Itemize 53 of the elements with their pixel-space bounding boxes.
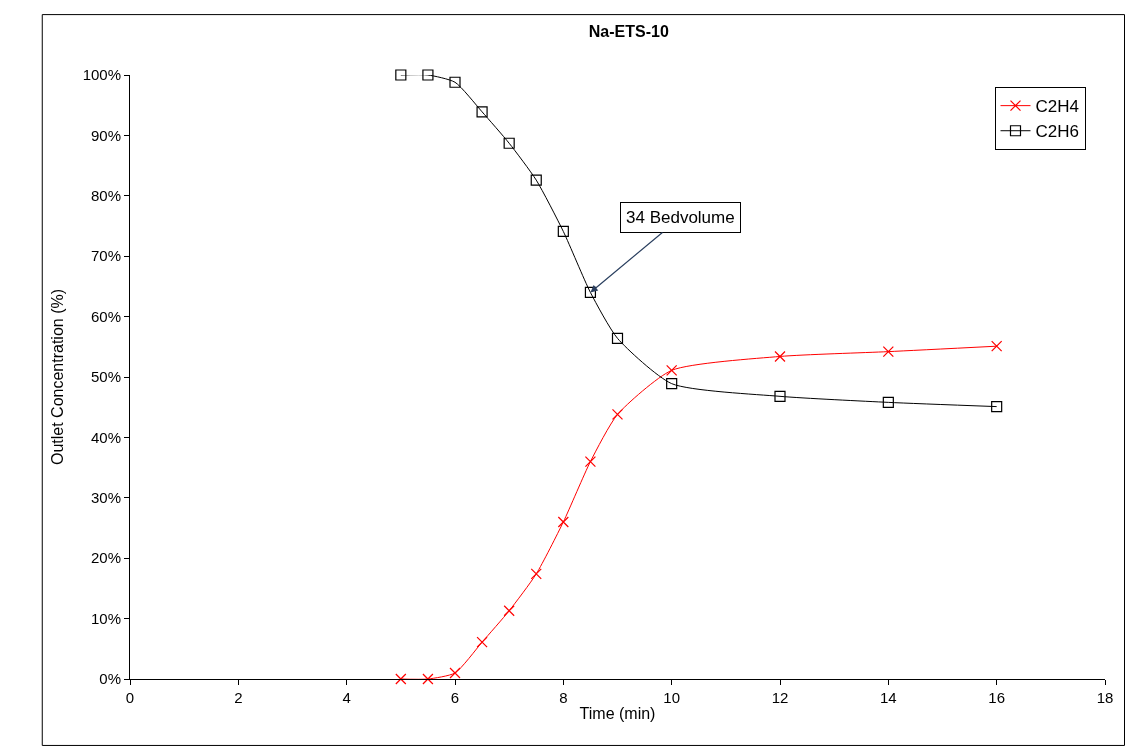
y-tick-label: 10% — [90, 609, 121, 627]
point — [422, 69, 434, 81]
point — [395, 69, 407, 81]
x-tick-label: 10 — [663, 689, 681, 706]
x-tick-label: 8 — [559, 689, 568, 706]
y-tick-label: 100% — [82, 66, 121, 84]
x-tick-label: 18 — [1096, 689, 1114, 706]
legend-label: C2H6 — [1035, 122, 1079, 142]
point — [503, 137, 515, 149]
point — [991, 401, 1003, 413]
x-tick-label: 6 — [450, 689, 460, 706]
point — [503, 605, 515, 617]
point — [666, 364, 678, 376]
chart-title: Na-ETS-10 — [588, 23, 669, 41]
y-tick-label: 0% — [99, 670, 121, 688]
point — [476, 636, 488, 648]
point — [882, 346, 894, 358]
point — [666, 378, 678, 390]
x-tick-label: 12 — [771, 689, 789, 706]
annotation: 34 Bedvolume — [626, 208, 735, 227]
point — [476, 106, 488, 118]
x-tick-label: 4 — [342, 689, 351, 706]
point — [774, 350, 786, 363]
y-tick-label: 40% — [90, 428, 121, 446]
point — [882, 396, 894, 408]
y-axis-title: Outlet Concentration (%) — [48, 288, 66, 466]
x-tick-label: 0 — [125, 689, 135, 706]
y-tick-label: 20% — [90, 549, 121, 567]
y-tick-label: 60% — [90, 307, 121, 325]
point — [395, 673, 407, 685]
y-tick-label: 30% — [90, 489, 121, 507]
point — [774, 390, 786, 402]
x-tick-label: 16 — [988, 689, 1006, 706]
point — [422, 673, 434, 685]
point — [611, 332, 624, 344]
x-tick-label: 14 — [879, 689, 897, 706]
y-tick-label: 90% — [90, 126, 121, 144]
y-tick-label: 70% — [90, 247, 121, 265]
point — [557, 516, 569, 528]
point — [611, 408, 624, 421]
x-axis-title: Time (min) — [579, 704, 656, 722]
point — [557, 225, 569, 238]
point — [530, 174, 542, 186]
y-tick-label: 80% — [90, 187, 121, 205]
point — [449, 667, 461, 679]
point — [991, 340, 1003, 352]
y-tick-label: 50% — [90, 368, 121, 386]
x-tick-label: 2 — [234, 689, 243, 706]
point — [584, 455, 597, 468]
legend-label: C2H4 — [1035, 97, 1079, 117]
point — [449, 76, 461, 88]
point — [584, 286, 597, 299]
point — [530, 568, 542, 580]
